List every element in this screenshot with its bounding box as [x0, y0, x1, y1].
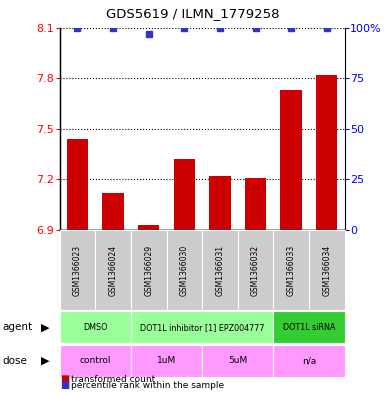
- Text: ▶: ▶: [41, 322, 50, 332]
- Bar: [280, 90, 302, 230]
- Text: DMSO: DMSO: [83, 323, 107, 332]
- Bar: [273, 345, 345, 376]
- Text: 5uM: 5uM: [228, 356, 247, 365]
- Bar: [60, 311, 131, 343]
- Text: GSM1366033: GSM1366033: [287, 244, 296, 296]
- Bar: [131, 230, 166, 310]
- Text: GSM1366032: GSM1366032: [251, 244, 260, 296]
- Text: ■: ■: [60, 380, 69, 390]
- Text: percentile rank within the sample: percentile rank within the sample: [71, 381, 224, 389]
- Bar: [131, 311, 273, 343]
- Bar: [174, 159, 195, 230]
- Text: n/a: n/a: [302, 356, 316, 365]
- Text: transformed count: transformed count: [71, 375, 156, 384]
- Bar: [273, 311, 345, 343]
- Text: control: control: [80, 356, 111, 365]
- Bar: [202, 230, 238, 310]
- Bar: [138, 225, 159, 230]
- Bar: [60, 230, 95, 310]
- Text: GSM1366030: GSM1366030: [180, 244, 189, 296]
- Text: dose: dose: [2, 356, 27, 365]
- Bar: [202, 345, 273, 376]
- Text: ▶: ▶: [41, 356, 50, 365]
- Text: GSM1366023: GSM1366023: [73, 244, 82, 296]
- Text: DOT1L inhibitor [1] EPZ004777: DOT1L inhibitor [1] EPZ004777: [140, 323, 264, 332]
- Text: GDS5619 / ILMN_1779258: GDS5619 / ILMN_1779258: [106, 7, 279, 20]
- Bar: [316, 75, 337, 230]
- Bar: [273, 230, 309, 310]
- Text: ■: ■: [60, 374, 69, 384]
- Bar: [209, 176, 231, 230]
- Text: GSM1366034: GSM1366034: [322, 244, 331, 296]
- Text: agent: agent: [2, 322, 32, 332]
- Bar: [166, 230, 202, 310]
- Bar: [67, 139, 88, 230]
- Text: 1uM: 1uM: [157, 356, 176, 365]
- Bar: [131, 345, 202, 376]
- Text: GSM1366031: GSM1366031: [216, 244, 224, 296]
- Text: GSM1366029: GSM1366029: [144, 244, 153, 296]
- Bar: [245, 178, 266, 230]
- Bar: [60, 345, 131, 376]
- Bar: [95, 230, 131, 310]
- Text: DOT1L siRNA: DOT1L siRNA: [283, 323, 335, 332]
- Bar: [102, 193, 124, 230]
- Text: GSM1366024: GSM1366024: [109, 244, 117, 296]
- Bar: [309, 230, 345, 310]
- Bar: [238, 230, 273, 310]
